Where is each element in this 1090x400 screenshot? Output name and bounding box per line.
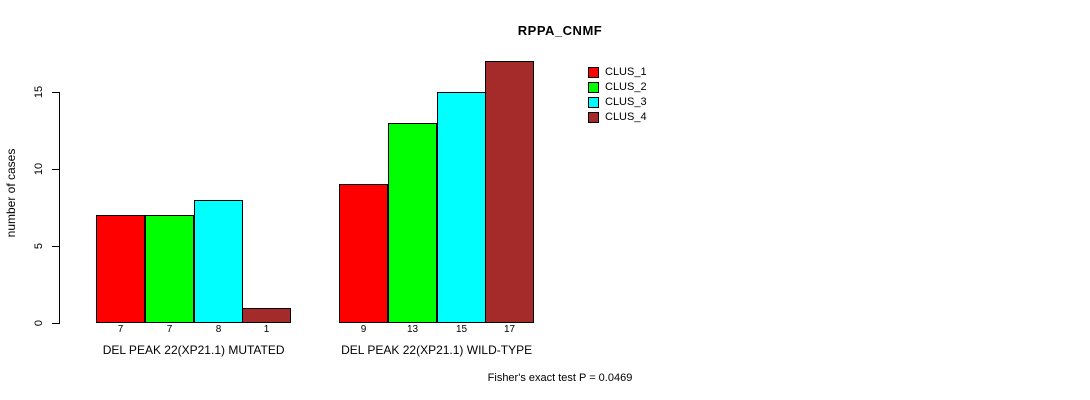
- y-tick-label: 0: [33, 319, 45, 327]
- y-axis-tick: [52, 246, 59, 247]
- bar-value-label: 17: [503, 324, 516, 335]
- bar-value-label: 8: [215, 324, 222, 335]
- bar-clus_2-group2: [388, 123, 437, 323]
- x-category-label: DEL PEAK 22(XP21.1) MUTATED: [102, 343, 285, 357]
- y-axis-tick: [52, 169, 59, 170]
- bar-clus_3-group2: [437, 92, 486, 323]
- bar-value-label: 9: [360, 324, 367, 335]
- y-axis-tick: [52, 323, 59, 324]
- bar-clus_4-group1: [242, 308, 291, 323]
- y-axis-tick: [52, 92, 59, 93]
- bar-value-label: 15: [455, 324, 468, 335]
- y-tick-label: 5: [33, 242, 45, 250]
- bar-value-label: 1: [263, 324, 270, 335]
- x-category-label: DEL PEAK 22(XP21.1) WILD-TYPE: [341, 343, 533, 357]
- footnote: Fisher's exact test P = 0.0469: [487, 372, 633, 384]
- y-tick-label: 15: [33, 85, 45, 99]
- bar-clus_2-group1: [145, 215, 194, 323]
- bar-clus_3-group1: [194, 200, 243, 323]
- bar-value-label: 7: [117, 324, 124, 335]
- bar-clus_1-group1: [96, 215, 145, 323]
- bar-value-label: 7: [166, 324, 173, 335]
- chart-title: RPPA_CNMF: [517, 23, 603, 38]
- bar-clus_4-group2: [485, 61, 534, 323]
- bar-clus_1-group2: [339, 184, 388, 323]
- y-tick-label: 10: [33, 162, 45, 176]
- bar-value-label: 13: [406, 324, 419, 335]
- y-axis-line: [59, 92, 60, 324]
